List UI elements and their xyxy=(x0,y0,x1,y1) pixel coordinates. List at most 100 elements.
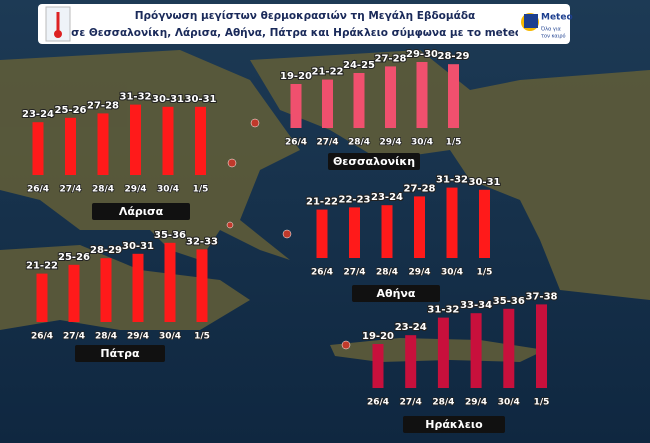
value-label: 35-36 xyxy=(493,296,525,307)
value-label: 23-24 xyxy=(371,192,403,203)
city-dot xyxy=(250,118,260,128)
value-label: 25-26 xyxy=(55,105,87,116)
value-label: 19-20 xyxy=(280,71,312,82)
header-box xyxy=(38,4,570,44)
bar xyxy=(65,117,76,175)
logo-text: Meteo xyxy=(541,13,573,23)
title-line: Πρόγνωση μεγίστων θερμοκρασιών τη Μεγάλη… xyxy=(135,10,476,22)
city-dot xyxy=(227,158,237,168)
bar xyxy=(353,73,365,128)
value-label: 30-31 xyxy=(122,241,154,252)
header: Πρόγνωση μεγίστων θερμοκρασιών τη Μεγάλη… xyxy=(38,4,573,44)
value-label: 33-34 xyxy=(460,300,492,311)
value-label: 30-31 xyxy=(469,177,501,188)
value-label: 29-30 xyxy=(406,49,438,60)
city-name: Λάρισα xyxy=(119,205,164,218)
value-label: 30-31 xyxy=(152,94,184,105)
value-label: 31-32 xyxy=(436,175,468,186)
bar xyxy=(322,79,333,128)
bar xyxy=(164,242,176,322)
date-label: 27/4 xyxy=(400,398,422,408)
date-label: 28/4 xyxy=(376,268,398,278)
value-label: 24-25 xyxy=(343,60,375,71)
bar xyxy=(68,264,80,322)
city-dot xyxy=(226,221,234,229)
value-label: 27-28 xyxy=(404,183,436,194)
value-label: 22-23 xyxy=(339,194,371,205)
value-label: 35-36 xyxy=(154,230,186,241)
city-dot xyxy=(341,340,351,350)
bar xyxy=(316,209,328,258)
bar xyxy=(372,344,384,388)
date-label: 30/4 xyxy=(498,398,520,408)
bar xyxy=(405,335,417,388)
value-label: 19-20 xyxy=(362,331,394,342)
bar xyxy=(470,313,482,388)
value-label: 27-28 xyxy=(87,100,119,111)
date-label: 26/4 xyxy=(27,185,49,195)
city-name: Ηράκλειο xyxy=(425,418,483,431)
bar xyxy=(290,84,302,128)
value-label: 23-24 xyxy=(22,109,54,120)
date-label: 30/4 xyxy=(411,138,433,148)
bar xyxy=(97,113,109,175)
value-label: 28-29 xyxy=(438,51,470,62)
bar xyxy=(479,189,490,258)
date-label: 29/4 xyxy=(127,332,149,342)
bar xyxy=(36,273,48,322)
city-box xyxy=(328,153,420,170)
date-label: 1/5 xyxy=(534,398,550,408)
logo-tagline: τον καιρό xyxy=(541,33,566,40)
date-label: 28/4 xyxy=(432,398,454,408)
date-label: 1/5 xyxy=(194,332,210,342)
date-label: 27/4 xyxy=(343,268,365,278)
value-label: 21-22 xyxy=(312,67,344,78)
date-label: 29/4 xyxy=(379,138,401,148)
bar xyxy=(32,122,44,175)
date-label: 28/4 xyxy=(348,138,370,148)
value-label: 30-31 xyxy=(185,94,217,105)
date-label: 28/4 xyxy=(92,185,114,195)
logo-m xyxy=(524,14,538,28)
date-label: 29/4 xyxy=(124,185,146,195)
bar xyxy=(385,66,396,128)
bar xyxy=(503,308,515,388)
bar xyxy=(381,205,393,258)
date-label: 28/4 xyxy=(95,332,117,342)
value-label: 28-29 xyxy=(90,245,122,256)
bar xyxy=(448,64,459,128)
bar xyxy=(100,258,112,322)
city-name: Θεσσαλονίκη xyxy=(333,155,415,168)
value-label: 31-32 xyxy=(427,305,459,316)
city-box xyxy=(352,285,440,302)
date-label: 26/4 xyxy=(285,138,307,148)
value-label: 37-38 xyxy=(526,291,558,302)
city-dot xyxy=(282,229,292,239)
date-label: 30/4 xyxy=(159,332,181,342)
bar xyxy=(196,249,208,322)
bar xyxy=(416,62,428,128)
date-label: 1/5 xyxy=(193,185,209,195)
bar xyxy=(446,187,458,258)
bar xyxy=(132,253,144,322)
value-label: 27-28 xyxy=(375,53,407,64)
city-name: Αθήνα xyxy=(377,287,416,300)
city-name: Πάτρα xyxy=(100,347,140,360)
bar xyxy=(195,106,206,175)
date-label: 27/4 xyxy=(63,332,85,342)
value-label: 21-22 xyxy=(306,197,338,208)
bar xyxy=(437,317,449,388)
date-label: 30/4 xyxy=(157,185,179,195)
date-label: 29/4 xyxy=(408,268,430,278)
bar xyxy=(414,196,425,258)
date-label: 26/4 xyxy=(311,268,333,278)
value-label: 21-22 xyxy=(26,261,58,272)
date-label: 26/4 xyxy=(367,398,389,408)
value-label: 25-26 xyxy=(58,252,90,263)
date-label: 1/5 xyxy=(477,268,493,278)
logo-tagline: Όλα για xyxy=(540,26,562,33)
bar xyxy=(536,304,547,388)
date-label: 27/4 xyxy=(316,138,338,148)
bar xyxy=(162,106,174,175)
